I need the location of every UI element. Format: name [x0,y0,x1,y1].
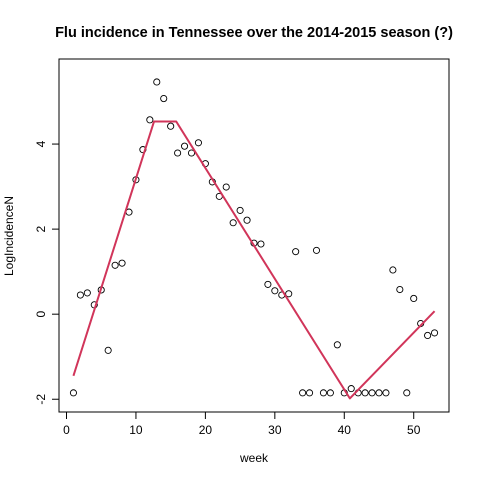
x-tick-label: 10 [129,423,143,437]
data-point [333,341,341,349]
data-point [104,346,112,354]
data-point [375,389,383,397]
data-point [410,294,418,302]
data-point [146,116,154,124]
data-point [118,259,126,267]
data-point [424,331,432,339]
y-tick-label: 2 [34,225,48,232]
data-point [431,329,439,337]
data-point [264,280,272,288]
data-point [187,149,196,157]
data-point [312,246,321,254]
data-point [285,290,293,298]
data-point [153,78,161,86]
data-point [181,142,189,150]
data-point [396,285,404,294]
data-point [69,389,77,397]
data-point [382,389,390,397]
y-axis-label: LogIncidenceN [2,196,16,276]
y-tick-label: 4 [34,140,48,147]
x-axis: 0 10 20 30 40 50 [63,411,421,437]
data-point [111,261,119,269]
data-point [361,389,369,397]
data-point [326,389,334,397]
data-point [83,289,91,297]
data-point [236,206,244,214]
plot-area [58,58,450,413]
x-tick-label: 40 [338,423,352,437]
data-point [347,385,355,393]
data-point [306,389,314,397]
data-point [257,240,265,248]
data-point [319,389,327,397]
data-point [243,216,251,224]
data-point [222,183,230,191]
x-tick-label: 30 [268,423,282,437]
data-point [368,389,376,397]
data-point [167,122,175,130]
y-axis: -2 0 2 4 [34,140,60,405]
data-point [389,266,397,274]
x-tick-label: 0 [63,423,70,437]
data-point [229,219,237,227]
y-tick-label: 0 [34,311,48,318]
data-point [271,287,279,295]
x-tick-label: 20 [199,423,213,437]
fit-line [72,120,436,400]
data-point [160,95,168,103]
data-point [194,139,202,147]
x-tick-label: 50 [407,423,421,437]
data-point [174,149,182,157]
data-point [292,248,300,256]
data-point [299,389,307,397]
x-axis-label: week [239,451,269,465]
data-point [76,291,84,299]
chart-title: Flu incidence in Tennessee over the 2014… [55,25,453,41]
data-point [403,389,411,397]
y-tick-label: -2 [34,394,48,405]
